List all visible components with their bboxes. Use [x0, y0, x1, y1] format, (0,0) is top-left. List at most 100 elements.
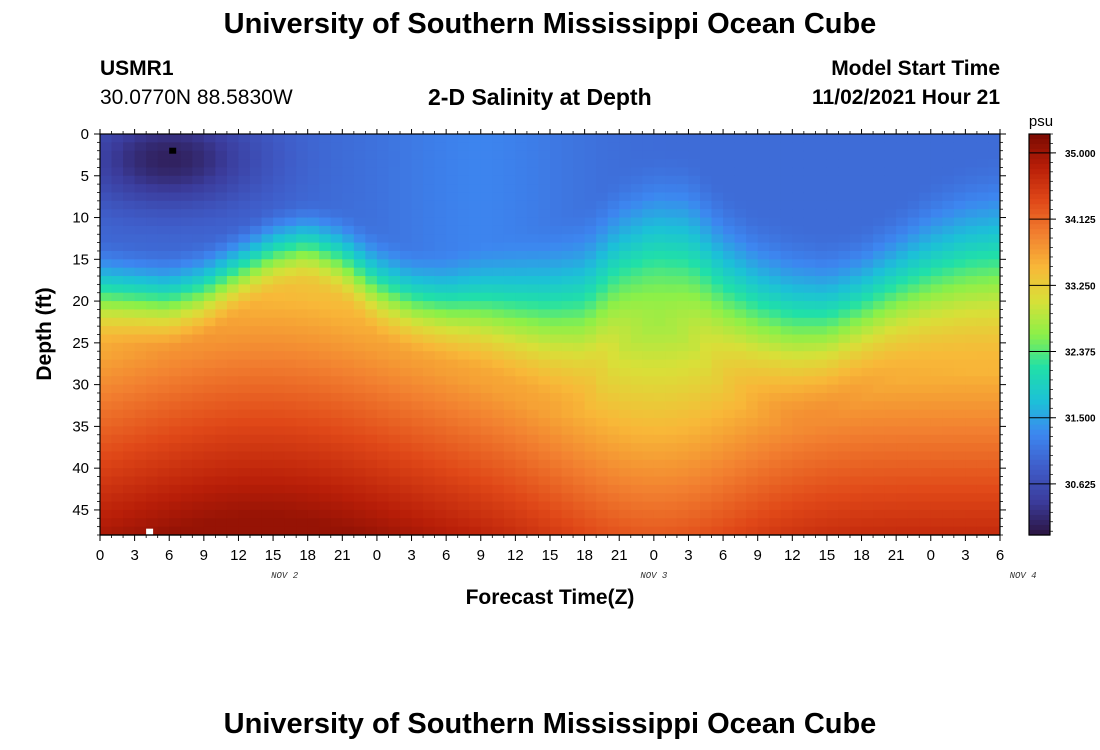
heatmap-cell: [192, 426, 205, 436]
heatmap-cell: [492, 384, 505, 394]
heatmap-cell: [342, 334, 355, 344]
heatmap-cell: [619, 209, 632, 219]
heatmap-cell: [423, 175, 436, 185]
heatmap-cell: [884, 301, 897, 311]
heatmap-cell: [100, 434, 113, 444]
heatmap-cell: [584, 476, 597, 486]
heatmap-cell: [619, 234, 632, 244]
chart-subtitle: 2-D Salinity at Depth: [428, 84, 652, 110]
heatmap-cell: [619, 468, 632, 478]
heatmap-cell: [630, 409, 643, 419]
heatmap-cell: [573, 409, 586, 419]
heatmap-cell: [896, 192, 909, 202]
heatmap-cell: [550, 142, 563, 152]
heatmap-cell: [769, 409, 782, 419]
heatmap-cell: [538, 384, 551, 394]
heatmap-cell: [307, 476, 320, 486]
heatmap-cell: [411, 334, 424, 344]
heatmap-cell: [930, 267, 943, 277]
heatmap-cell: [584, 292, 597, 302]
heatmap-cell: [411, 359, 424, 369]
heatmap-cell: [826, 418, 840, 427]
heatmap-cell: [492, 284, 505, 294]
heatmap-cell: [480, 225, 493, 235]
heatmap-cell: [676, 334, 690, 344]
heatmap-cell: [353, 317, 366, 327]
heatmap-cell: [538, 342, 551, 352]
heatmap-cell: [942, 167, 955, 177]
heatmap-cell: [561, 443, 574, 453]
heatmap-cell: [250, 225, 263, 235]
heatmap-cell: [146, 142, 159, 152]
heatmap-cell: [953, 443, 966, 453]
heatmap-cell: [469, 434, 482, 444]
heatmap-cell: [815, 526, 828, 535]
heatmap-cell: [769, 267, 782, 277]
colorbar-segment: [1029, 299, 1050, 306]
heatmap-cell: [953, 150, 966, 160]
heatmap-cell: [988, 250, 1000, 260]
heatmap-cell: [296, 326, 309, 336]
heatmap-cell: [169, 484, 182, 494]
heatmap-cell: [907, 334, 920, 344]
heatmap-cell: [273, 317, 286, 327]
heatmap-cell: [376, 184, 390, 194]
heatmap-cell: [215, 200, 228, 210]
heatmap-cell: [700, 142, 713, 152]
heatmap-cell: [676, 443, 690, 453]
heatmap-cell: [457, 501, 470, 511]
heatmap-cell: [700, 518, 713, 528]
heatmap-cell: [550, 159, 563, 169]
heatmap-cell: [907, 409, 920, 419]
heatmap-cell: [561, 351, 574, 361]
colorbar-segment: [1029, 379, 1050, 386]
heatmap-cell: [180, 476, 193, 486]
heatmap-cell: [388, 250, 401, 260]
heatmap-cell: [215, 317, 228, 327]
heatmap-cell: [965, 301, 978, 311]
heatmap-cell: [134, 451, 147, 461]
heatmap-cell: [838, 225, 851, 235]
colorbar-segment: [1029, 244, 1050, 250]
heatmap-cell: [388, 367, 401, 377]
heatmap-cell: [146, 426, 159, 436]
y-tick-label: 30: [72, 377, 89, 394]
heatmap-cell: [400, 267, 413, 277]
heatmap-cell: [434, 142, 447, 152]
heatmap-cell: [250, 484, 263, 494]
heatmap-cell: [538, 459, 551, 469]
heatmap-cell: [457, 367, 470, 377]
heatmap-cell: [561, 159, 574, 169]
heatmap-cell: [296, 526, 309, 535]
heatmap-cell: [307, 359, 320, 369]
heatmap-cell: [169, 234, 182, 244]
heatmap-cell: [411, 376, 424, 386]
heatmap-cell: [896, 167, 909, 177]
heatmap-cell: [792, 401, 805, 411]
heatmap-cell: [400, 142, 413, 152]
heatmap-cell: [169, 476, 182, 486]
heatmap-cell: [942, 159, 955, 169]
heatmap-cell: [515, 242, 528, 252]
heatmap-cell: [526, 434, 540, 444]
heatmap-cell: [146, 342, 159, 352]
heatmap-cell: [342, 142, 355, 152]
colorbar-segment: [1029, 374, 1050, 381]
heatmap-cell: [226, 509, 240, 519]
heatmap-cell: [780, 409, 793, 419]
heatmap-cell: [503, 292, 516, 302]
heatmap-cell: [780, 234, 793, 244]
heatmap-cell: [157, 476, 170, 486]
heatmap-cell: [296, 259, 309, 269]
heatmap-cell: [780, 292, 793, 302]
heatmap-cell: [873, 451, 886, 461]
heatmap-cell: [815, 134, 828, 143]
heatmap-cell: [619, 159, 632, 169]
heatmap-cell: [134, 334, 147, 344]
heatmap-cell: [226, 434, 240, 444]
heatmap-cell: [319, 276, 332, 285]
heatmap-cell: [353, 476, 366, 486]
colorbar-segment: [1029, 304, 1050, 311]
page-title: University of Southern Mississippi Ocean…: [223, 8, 877, 40]
heatmap-cell: [180, 326, 193, 336]
